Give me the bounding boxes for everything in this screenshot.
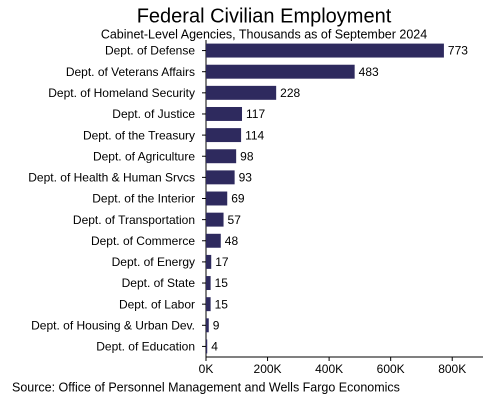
x-tick-label: 200K: [254, 362, 282, 376]
value-label: 93: [239, 171, 253, 185]
y-tick-label: Dept. of Housing & Urban Dev.: [31, 318, 195, 332]
bar: [206, 233, 221, 248]
chart-title: Federal Civilian Employment: [137, 5, 392, 27]
bar: [206, 43, 444, 58]
value-label: 483: [359, 65, 379, 79]
y-tick-label: Dept. of the Treasury: [83, 128, 195, 142]
y-tick-label: Dept. of Commerce: [91, 234, 195, 248]
bar: [206, 339, 208, 354]
y-tick-label: Dept. of Education: [96, 340, 195, 354]
bar: [206, 85, 277, 100]
y-tick-label: Dept. of Justice: [112, 107, 195, 121]
bar: [206, 106, 243, 121]
y-tick-label: Dept. of Defense: [105, 44, 195, 58]
value-label: 15: [215, 297, 229, 311]
value-label: 98: [240, 149, 254, 163]
x-tick-label: 600K: [377, 362, 405, 376]
y-tick-label: Dept. of Veterans Affairs: [66, 65, 195, 79]
bar: [206, 170, 235, 185]
y-tick-label: Dept. of Labor: [119, 297, 195, 311]
y-tick-label: Dept. of Homeland Security: [48, 86, 195, 100]
value-label: 114: [245, 128, 264, 142]
bar: [206, 276, 211, 291]
y-tick-label: Dept. of Energy: [112, 255, 195, 269]
source-note: Source: Office of Personnel Management a…: [12, 380, 400, 394]
value-label: 117: [246, 107, 265, 121]
value-label: 15: [215, 276, 229, 290]
bar: [206, 128, 242, 143]
bar: [206, 64, 355, 79]
y-tick-label: Dept. of Health & Human Srvcs: [28, 171, 195, 185]
x-tick-label: 400K: [315, 362, 343, 376]
value-label: 48: [225, 234, 239, 248]
value-label: 773: [448, 44, 468, 58]
chart-subtitle: Cabinet-Level Agencies, Thousands as of …: [101, 27, 427, 41]
y-tick-label: Dept. of State: [122, 276, 196, 290]
value-label: 228: [280, 86, 300, 100]
x-tick-label: 800K: [438, 362, 466, 376]
bar: [206, 297, 211, 312]
value-label: 9: [213, 318, 220, 332]
bar: [206, 318, 209, 333]
value-label: 57: [228, 213, 242, 227]
x-tick-label: 0K: [199, 362, 214, 376]
y-tick-label: Dept. of Agriculture: [93, 149, 195, 163]
y-tick-label: Dept. of the Interior: [92, 192, 195, 206]
bar: [206, 191, 228, 206]
bar: [206, 149, 237, 164]
value-label: 17: [215, 255, 229, 269]
y-tick-label: Dept. of Transportation: [73, 213, 195, 227]
value-label: 4: [211, 340, 218, 354]
bar: [206, 254, 212, 269]
bar: [206, 212, 224, 227]
value-label: 69: [231, 192, 245, 206]
